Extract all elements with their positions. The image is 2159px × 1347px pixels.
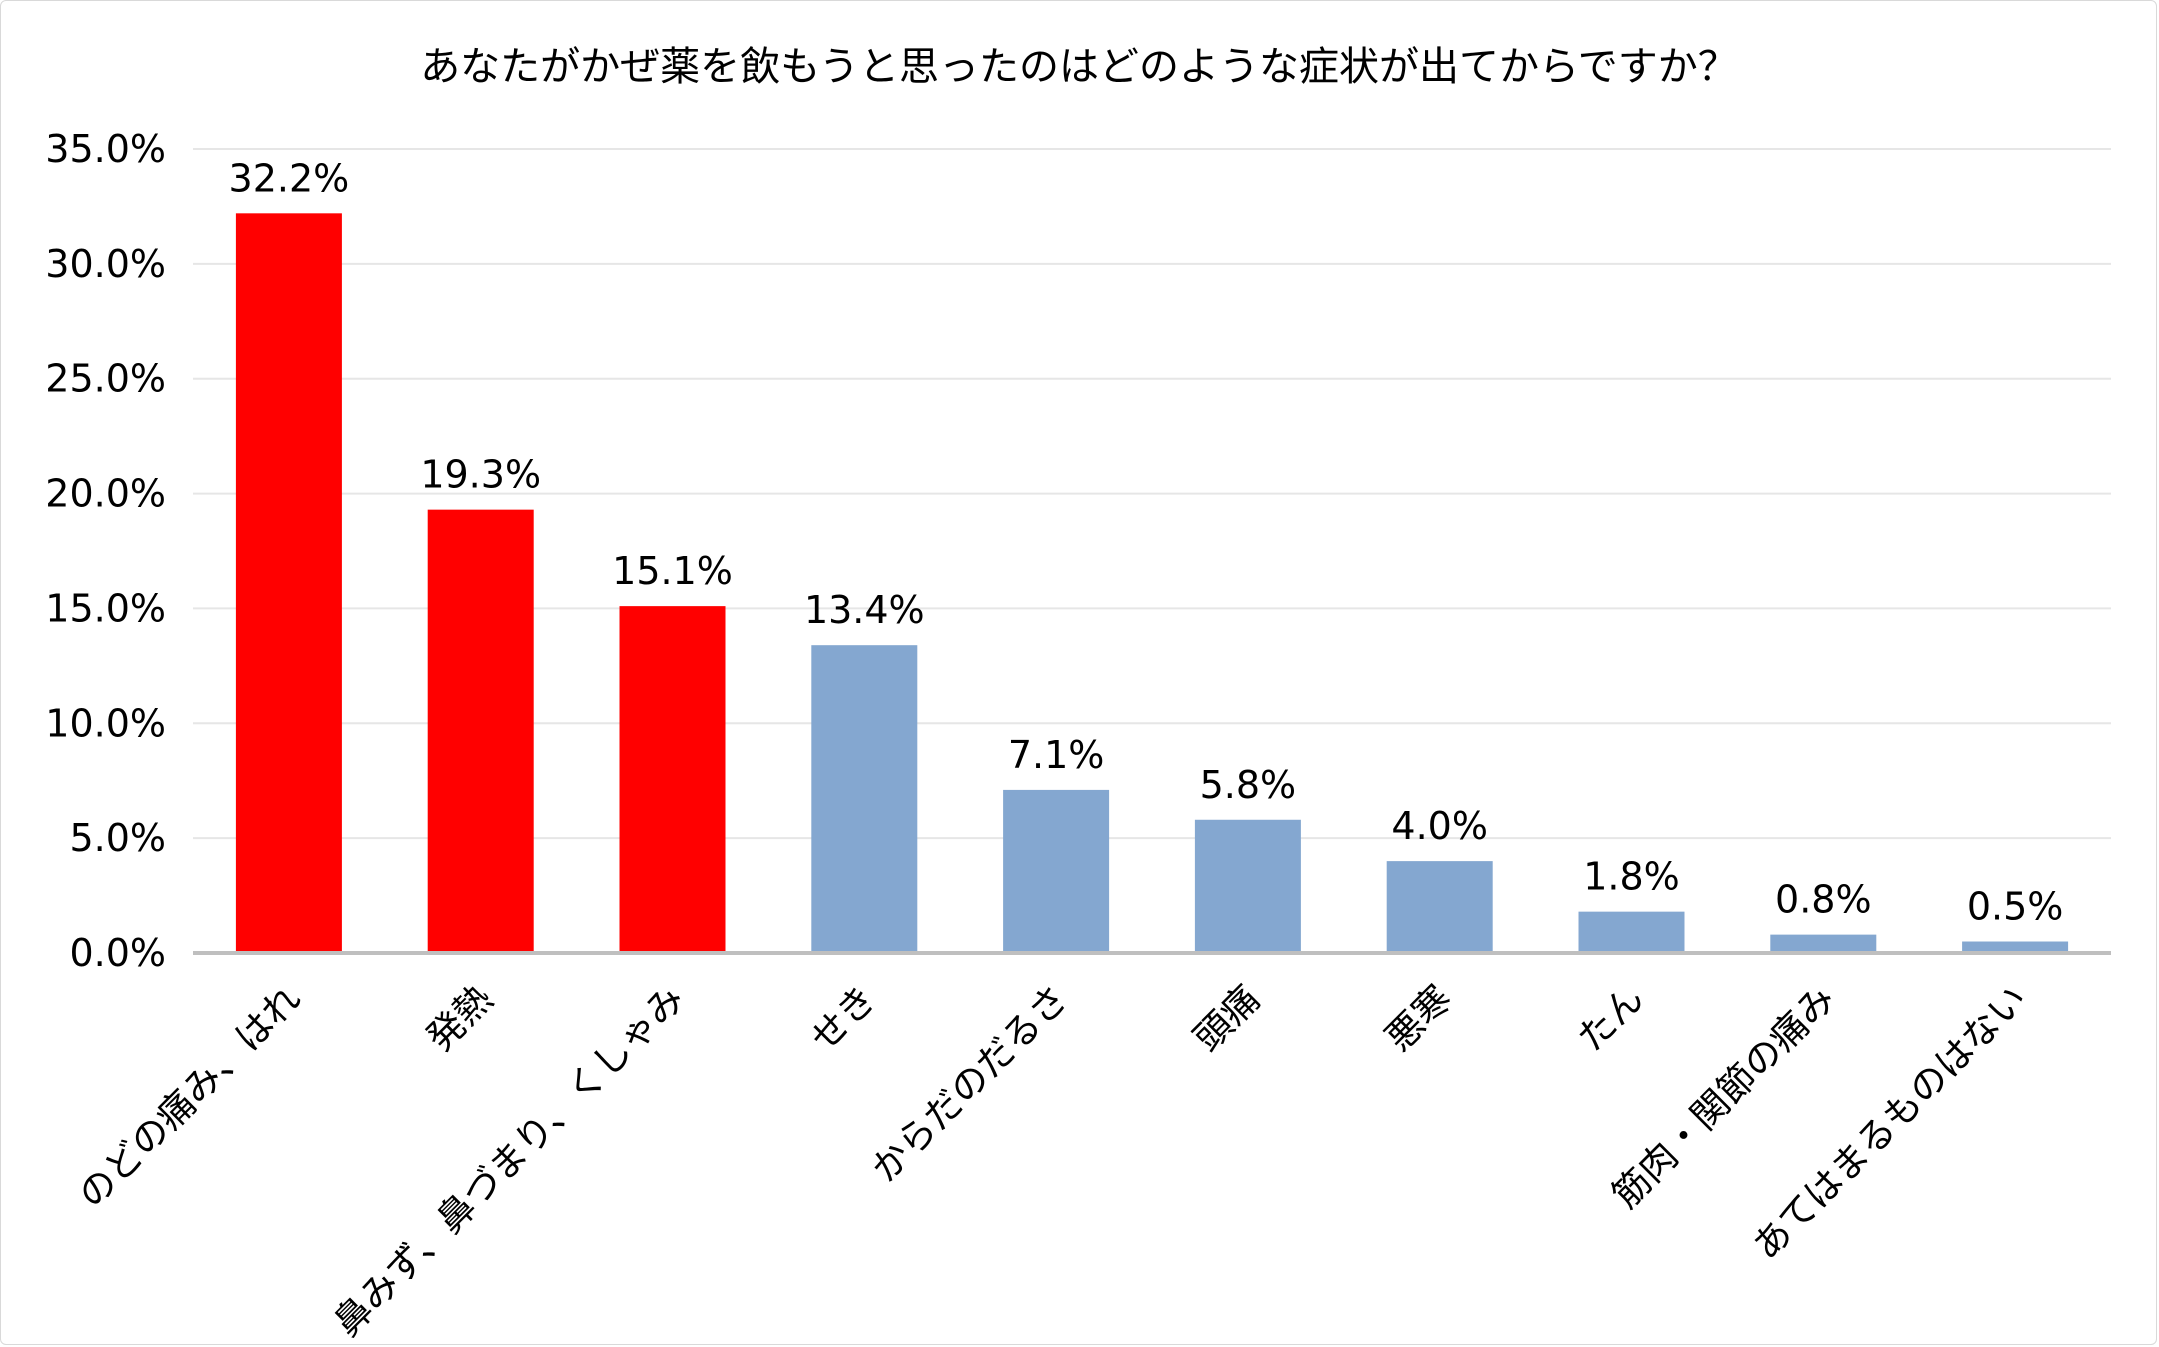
- category-label: 鼻みず、鼻づまり、くしゃみ: [325, 977, 693, 1345]
- bar: [1962, 941, 2069, 953]
- bars: [235, 213, 2069, 953]
- data-label: 15.1%: [612, 549, 733, 593]
- data-label: 19.3%: [420, 453, 541, 497]
- y-tick-label: 5.0%: [69, 816, 166, 860]
- category-label: 発熱: [418, 977, 501, 1060]
- category-label: 悪寒: [1377, 977, 1460, 1060]
- category-label: たん: [1569, 977, 1652, 1060]
- category-label: 頭痛: [1186, 977, 1269, 1060]
- bar: [1770, 934, 1877, 953]
- bar: [235, 213, 342, 953]
- data-label: 1.8%: [1583, 855, 1680, 899]
- bar: [619, 606, 726, 953]
- y-tick-label: 20.0%: [45, 472, 166, 516]
- bar: [1386, 861, 1493, 953]
- y-tick-label: 30.0%: [45, 242, 166, 286]
- y-tick-label: 15.0%: [45, 586, 166, 630]
- category-label: のどの痛み、はれ: [70, 977, 310, 1217]
- data-label: 7.1%: [1008, 733, 1105, 777]
- data-labels: 32.2% 19.3% 15.1% 13.4% 7.1% 5.8% 4.0% 1.8% 0.8%…: [229, 156, 2064, 928]
- data-label: 13.4%: [804, 588, 925, 632]
- chart-title: あなたがかぜ薬を飲もうと思ったのはどのような症状が出てからですか？: [420, 44, 1738, 90]
- y-axis-ticks: 0.0% 5.0% 10.0% 15.0% 20.0% 25.0% 30.0% 35.0%: [45, 127, 166, 975]
- bar: [1003, 789, 1110, 953]
- bar: [1194, 819, 1301, 953]
- y-tick-label: 0.0%: [69, 931, 166, 975]
- data-label: 5.8%: [1200, 763, 1297, 807]
- data-label: 0.5%: [1967, 885, 2064, 929]
- data-label: 4.0%: [1391, 804, 1488, 848]
- data-label: 0.8%: [1775, 878, 1872, 922]
- bar: [1578, 911, 1685, 953]
- category-label: からだのだるさ: [863, 977, 1077, 1191]
- data-label: 32.2%: [229, 156, 350, 200]
- y-tick-label: 35.0%: [45, 127, 166, 171]
- y-tick-label: 10.0%: [45, 701, 166, 745]
- y-tick-label: 25.0%: [45, 357, 166, 401]
- bar: [427, 509, 534, 953]
- category-label: せき: [802, 977, 885, 1060]
- bar: [811, 645, 918, 953]
